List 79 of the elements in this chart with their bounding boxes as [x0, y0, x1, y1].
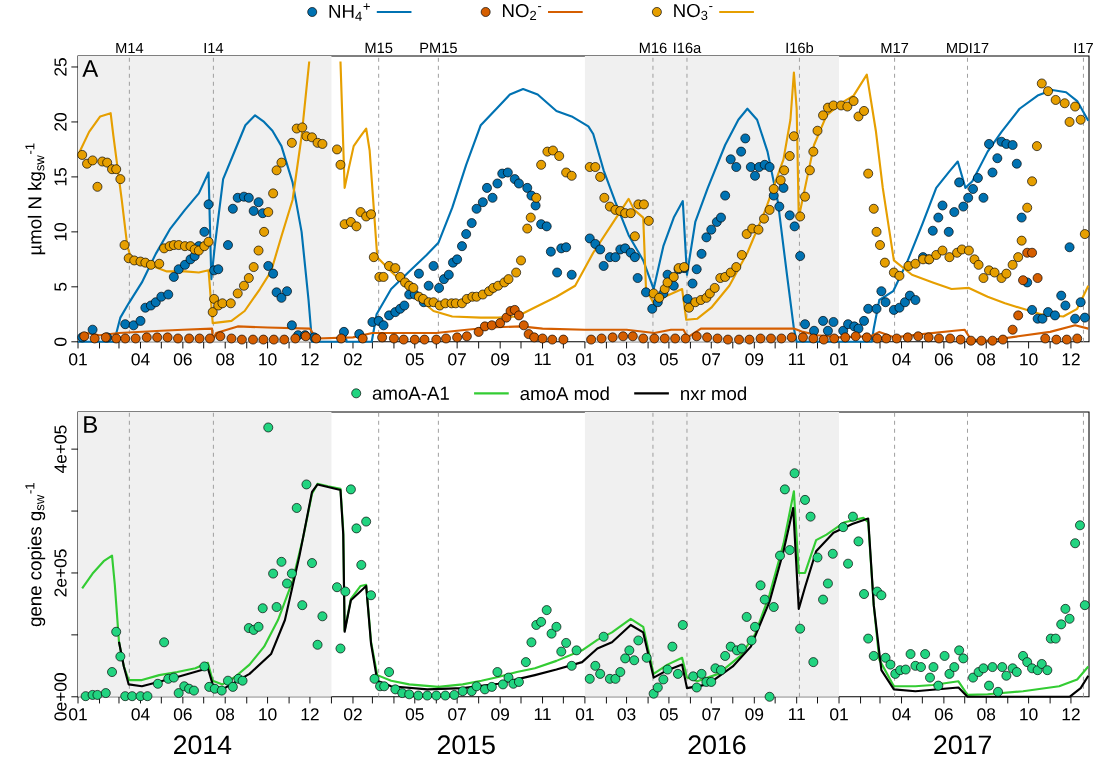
y-axis-title: µmol N kg$_{sw}$-1	[25, 143, 46, 255]
ref-line-label: I16b	[786, 42, 814, 54]
x-tick-label: 09	[745, 708, 764, 721]
x-tick-label: 03	[617, 353, 636, 366]
text: 2016	[688, 735, 746, 755]
ref-line-label: M16	[639, 42, 667, 54]
y-tick-label: 20	[54, 112, 67, 131]
ref-line-label: MDI17	[947, 42, 989, 54]
x-tick-label: 03	[617, 708, 636, 721]
x-tick-label: 05	[405, 708, 424, 721]
ref-line-label: M14	[116, 42, 144, 54]
x-tick-label: 11	[534, 708, 551, 721]
x-tick-label: 04	[131, 353, 150, 366]
x-tick-label: 06	[934, 353, 953, 366]
x-tick-label: 10	[259, 708, 277, 721]
y-tick-label: 10	[54, 222, 67, 241]
y-axis-title: gene copies g$_{sw}$-1	[25, 483, 46, 627]
x-tick-label: 07	[448, 353, 466, 366]
y-tick-label: 25	[54, 58, 67, 76]
x-tick-label: 08	[216, 708, 235, 721]
x-tick-label: 10	[259, 353, 277, 366]
x-tick-label: 11	[534, 353, 551, 366]
x-tick-label: 11	[789, 708, 805, 721]
ref-line-label: M17	[881, 42, 909, 54]
x-tick-label: 07	[702, 353, 721, 366]
y-tick-label: 2e+05	[54, 549, 67, 597]
x-tick-label: 04	[892, 353, 911, 366]
x-tick-label: 06	[173, 353, 192, 366]
legend-label: nxr mod	[681, 386, 747, 401]
x-tick-label: 09	[745, 353, 764, 366]
x-tick-label: 12	[301, 708, 319, 721]
ref-line-label: PM15	[420, 42, 457, 54]
text: 2015	[437, 735, 495, 755]
text: 2014	[174, 735, 232, 755]
legend-label: amoA-A1	[372, 386, 449, 400]
x-tick-label: 09	[491, 708, 509, 721]
x-tick-label: 05	[659, 708, 678, 721]
ref-line-label: M15	[365, 42, 393, 54]
text: 2017	[934, 735, 991, 755]
x-tick-label: 05	[405, 353, 424, 366]
x-tick-label: 12	[1062, 353, 1080, 366]
y-tick-label: 4e+05	[54, 425, 67, 474]
x-tick-label: 01	[69, 708, 87, 721]
x-tick-label: 01	[830, 353, 848, 366]
x-tick-label: 10	[1020, 353, 1038, 366]
x-tick-label: 05	[659, 353, 678, 366]
x-tick-label: 08	[977, 353, 996, 366]
x-tick-label: 07	[702, 708, 721, 721]
x-tick-label: 01	[830, 708, 848, 721]
x-tick-label: 09	[491, 353, 509, 366]
x-tick-label: 08	[216, 353, 235, 366]
x-tick-label: 04	[892, 708, 911, 721]
ref-line-label: I16a	[674, 42, 702, 54]
x-tick-label: 01	[69, 353, 87, 366]
x-tick-label: 06	[934, 708, 953, 721]
ref-line-label: I14	[204, 42, 224, 54]
x-tick-label: 01	[575, 708, 594, 721]
x-tick-label: 08	[977, 708, 996, 721]
chart-title: B	[84, 416, 98, 433]
legend-label: NO$_{3}$-	[674, 3, 713, 21]
x-tick-label: 07	[448, 708, 466, 721]
x-tick-label: 02	[344, 708, 362, 721]
legend-label: NO$_{2}$-	[502, 4, 542, 20]
legend-label: NH$_{4}$+	[329, 3, 370, 21]
x-tick-label: 11	[789, 353, 805, 366]
x-tick-label: 01	[575, 353, 594, 366]
x-tick-label: 04	[131, 708, 150, 721]
ref-line-label: I17	[1074, 42, 1093, 54]
y-tick-label: 0	[54, 337, 67, 346]
x-tick-label: 12	[301, 353, 319, 366]
x-tick-label: 12	[1062, 708, 1080, 721]
y-tick-label: 15	[54, 168, 67, 186]
x-tick-label: 06	[173, 708, 192, 721]
y-tick-label: 5	[54, 282, 67, 291]
chart-title: A	[82, 60, 99, 77]
y-tick-label: 0e+00	[54, 673, 67, 721]
x-tick-label: 02	[344, 353, 362, 366]
legend-label: amoA mod	[520, 386, 609, 401]
x-tick-label: 10	[1020, 708, 1038, 721]
